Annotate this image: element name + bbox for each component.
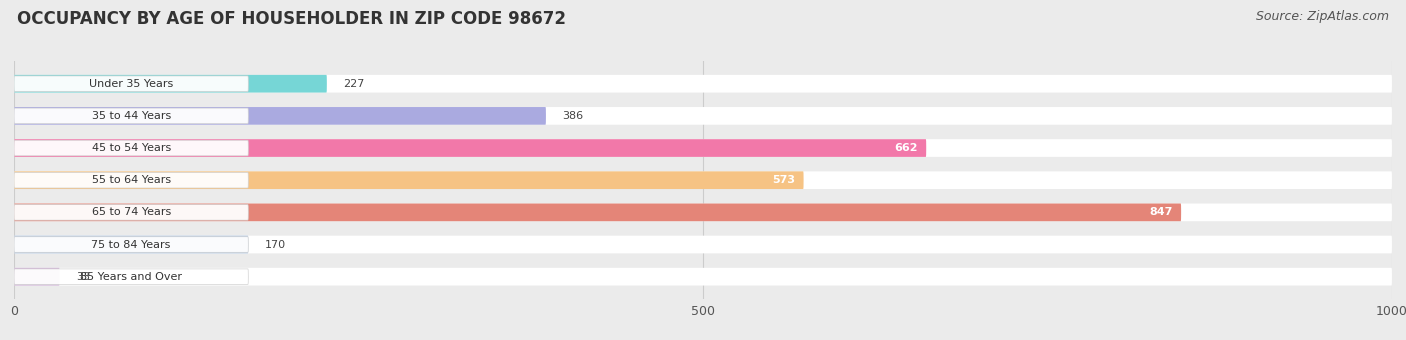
FancyBboxPatch shape <box>14 236 249 253</box>
Text: Source: ZipAtlas.com: Source: ZipAtlas.com <box>1256 10 1389 23</box>
Text: 75 to 84 Years: 75 to 84 Years <box>91 239 172 250</box>
FancyBboxPatch shape <box>14 107 1392 125</box>
Text: 847: 847 <box>1150 207 1173 217</box>
Text: 55 to 64 Years: 55 to 64 Years <box>91 175 170 185</box>
Text: 35 to 44 Years: 35 to 44 Years <box>91 111 170 121</box>
Text: Under 35 Years: Under 35 Years <box>89 79 173 89</box>
Text: 227: 227 <box>343 79 364 89</box>
FancyBboxPatch shape <box>14 108 249 124</box>
Text: 573: 573 <box>772 175 796 185</box>
Text: 386: 386 <box>562 111 583 121</box>
Text: 33: 33 <box>76 272 90 282</box>
FancyBboxPatch shape <box>14 75 1392 92</box>
FancyBboxPatch shape <box>14 75 326 92</box>
FancyBboxPatch shape <box>14 171 804 189</box>
FancyBboxPatch shape <box>14 205 249 220</box>
Text: 170: 170 <box>264 239 285 250</box>
FancyBboxPatch shape <box>14 172 249 188</box>
Text: OCCUPANCY BY AGE OF HOUSEHOLDER IN ZIP CODE 98672: OCCUPANCY BY AGE OF HOUSEHOLDER IN ZIP C… <box>17 10 565 28</box>
FancyBboxPatch shape <box>14 107 546 125</box>
FancyBboxPatch shape <box>14 140 249 156</box>
Text: 85 Years and Over: 85 Years and Over <box>80 272 183 282</box>
FancyBboxPatch shape <box>14 171 1392 189</box>
FancyBboxPatch shape <box>14 76 249 91</box>
Text: 65 to 74 Years: 65 to 74 Years <box>91 207 170 217</box>
FancyBboxPatch shape <box>14 139 1392 157</box>
FancyBboxPatch shape <box>14 139 927 157</box>
FancyBboxPatch shape <box>14 237 249 252</box>
Text: 662: 662 <box>894 143 918 153</box>
FancyBboxPatch shape <box>14 204 1392 221</box>
FancyBboxPatch shape <box>14 236 1392 253</box>
FancyBboxPatch shape <box>14 268 59 286</box>
Text: 45 to 54 Years: 45 to 54 Years <box>91 143 170 153</box>
FancyBboxPatch shape <box>14 269 249 285</box>
FancyBboxPatch shape <box>14 268 1392 286</box>
FancyBboxPatch shape <box>14 204 1181 221</box>
